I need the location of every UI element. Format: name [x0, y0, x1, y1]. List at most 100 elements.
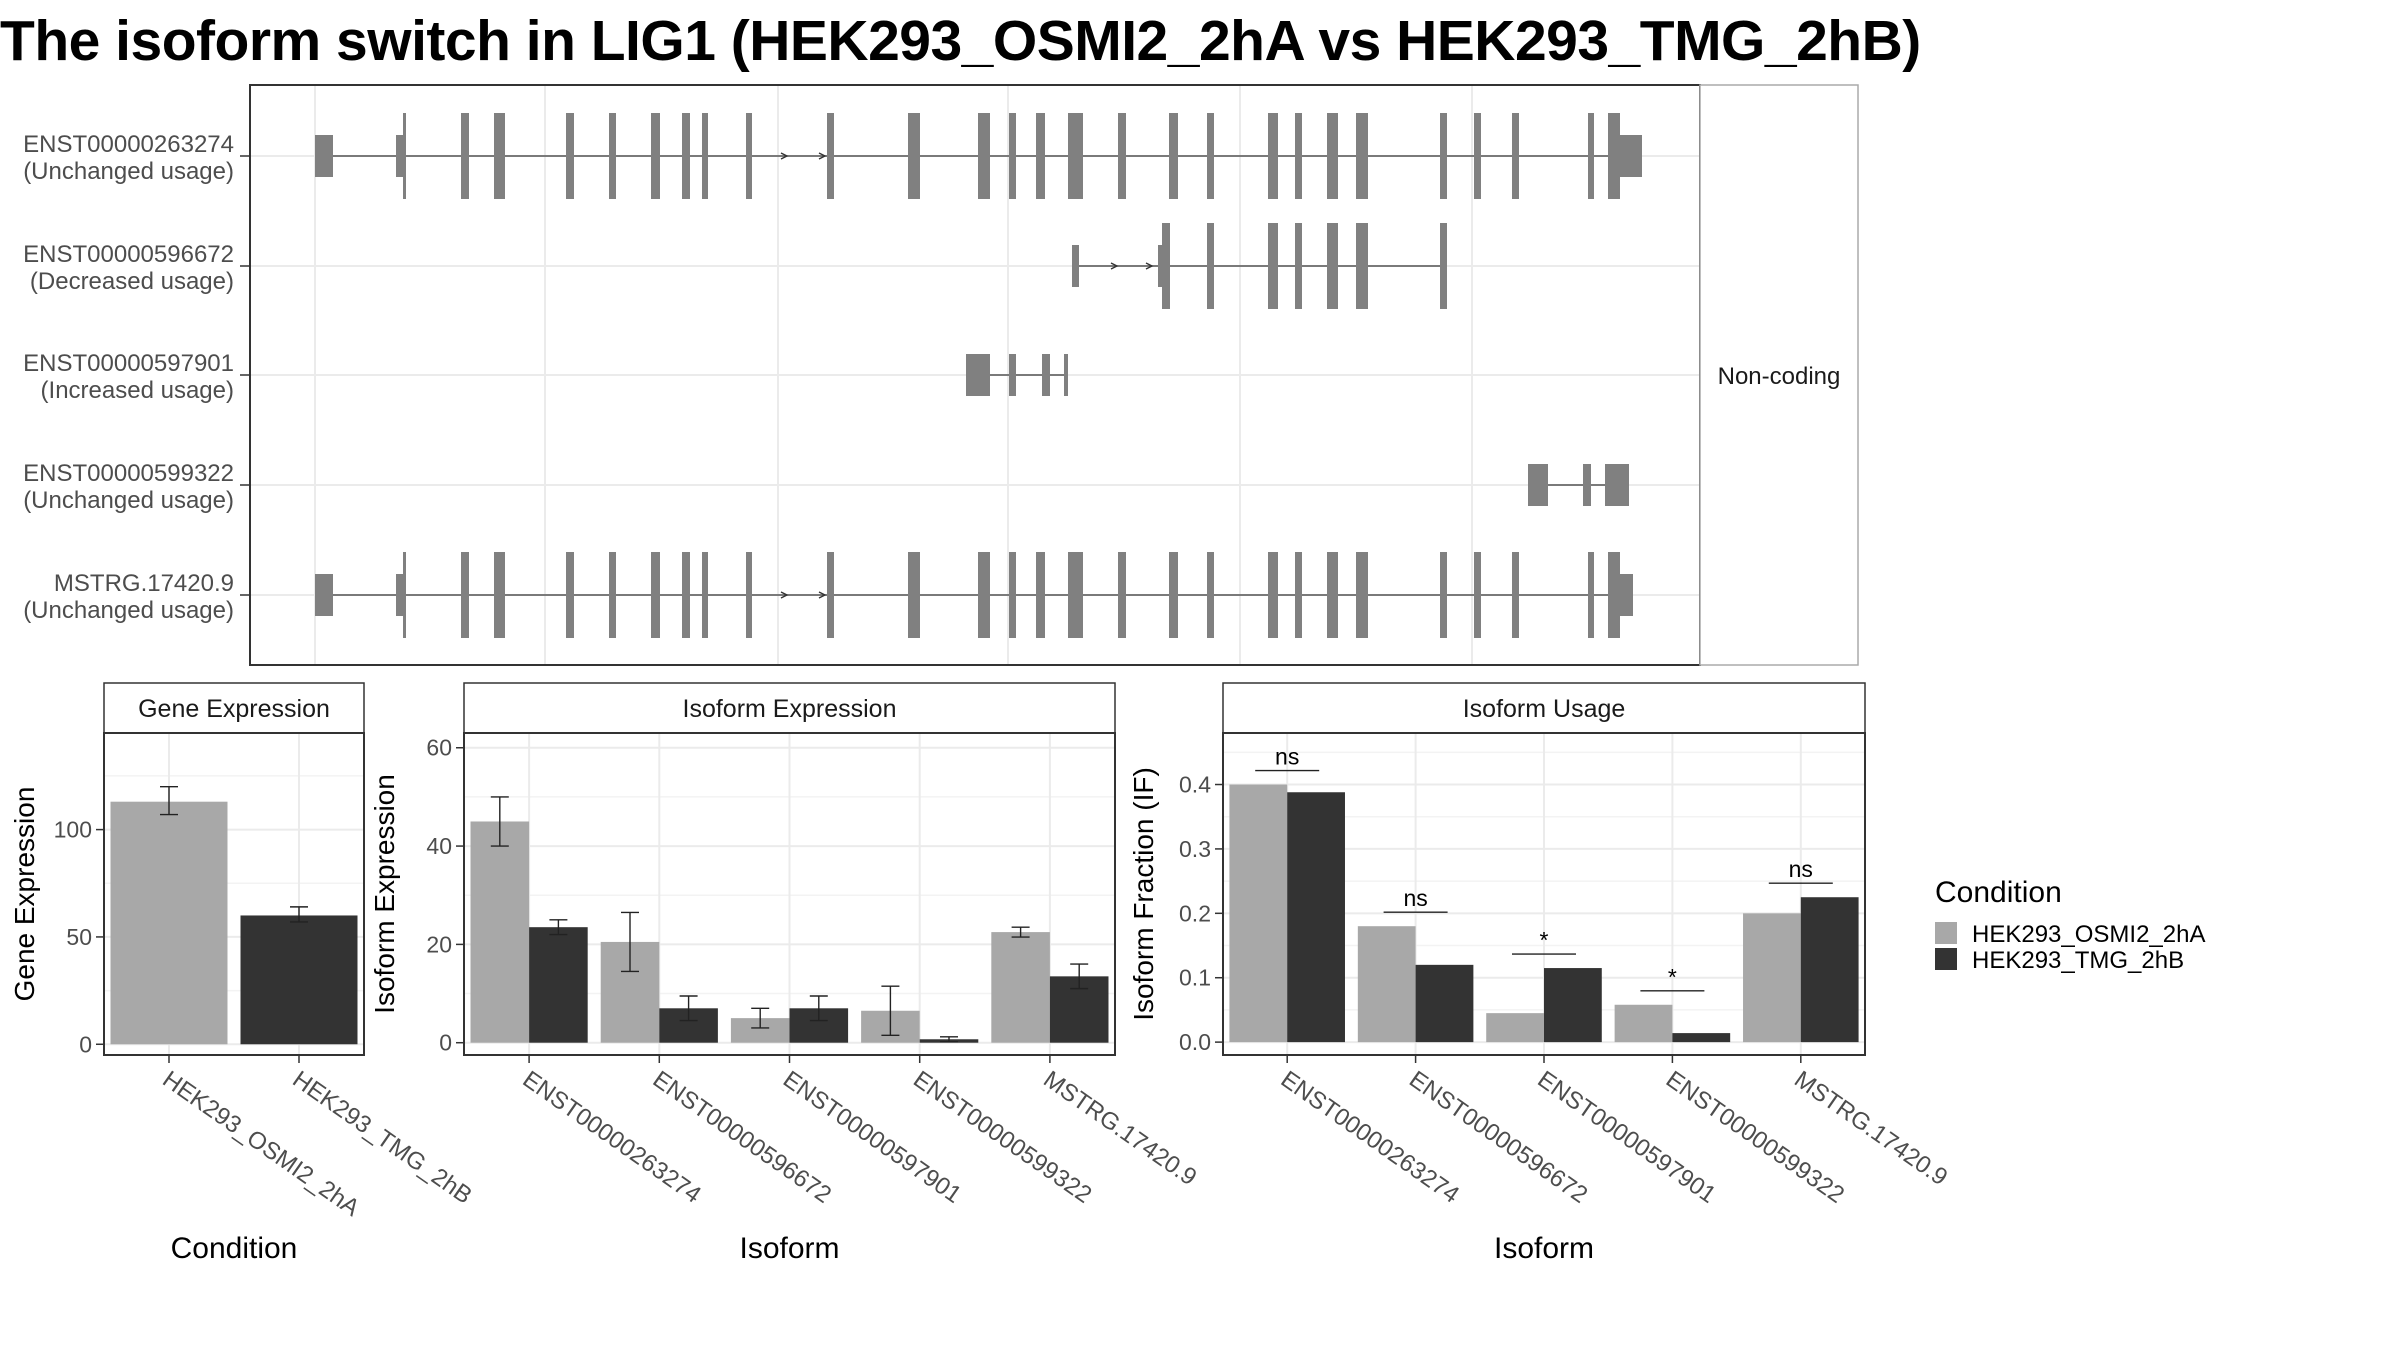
bar [529, 927, 588, 1043]
tx-MSTRG.17420.9-exon [1327, 552, 1338, 638]
tx-ENST00000263274-exon [1295, 113, 1302, 199]
y-tick-label: 0 [439, 1030, 452, 1056]
tx-MSTRG.17420.9-exon [827, 552, 834, 638]
y-tick-label: 60 [426, 735, 452, 761]
tx-MSTRG.17420.9-exon [1268, 552, 1278, 638]
tx-ENST00000263274-cds-start [403, 113, 406, 199]
y-tick-label: 40 [426, 833, 452, 859]
bar [1357, 926, 1416, 1043]
y-tick-label: 100 [54, 817, 92, 843]
tx-ENST00000263274-exon [461, 113, 469, 199]
tx-ENST00000263274-exon [1327, 113, 1338, 199]
panel-strip [1222, 682, 1866, 734]
tx-ENST00000263274-exon [1474, 113, 1481, 199]
bar [1614, 1004, 1673, 1043]
tx-ENST00000263274-exon [1068, 113, 1083, 199]
tx-ENST00000263274-exon [1169, 113, 1178, 199]
tx-ENST00000263274-exon [827, 113, 834, 199]
tx-MSTRG.17420.9-exon [978, 552, 990, 638]
intron-direction-arrow [818, 591, 827, 599]
tx-MSTRG.17420.9-exon [1118, 552, 1126, 638]
tx-MSTRG.17420.9-exon [1608, 552, 1620, 638]
tx-ENST00000263274-exon [651, 113, 660, 199]
bar [470, 821, 530, 1043]
tx-ENST00000263274-exon [315, 135, 333, 177]
transcript-usage-label: (Decreased usage) [30, 268, 234, 295]
bar [991, 932, 1050, 1043]
facet-label-noncoding: Non-coding [1718, 363, 1841, 390]
legend-key-cond2 [1935, 948, 1957, 970]
tx-ENST00000263274-exon [1608, 113, 1620, 199]
intron-direction-arrow [1145, 262, 1154, 270]
y-tick-label: 20 [426, 931, 452, 957]
tx-ENST00000263274-exon [1268, 113, 1278, 199]
tx-ENST00000263274-exon [978, 113, 990, 199]
transcript-usage-label: (Unchanged usage) [23, 597, 234, 624]
tx-ENST00000263274-exon [1118, 113, 1126, 199]
tx-MSTRG.17420.9-exon [651, 552, 660, 638]
bar [1287, 792, 1345, 1043]
intron-direction-arrow [780, 152, 789, 160]
tx-ENST00000263274-exon [1512, 113, 1519, 199]
transcript-id-label: ENST00000263274 [23, 131, 234, 158]
tx-ENST00000596672-exon [1162, 223, 1170, 309]
legend-label-cond1: HEK293_OSMI2_2hA [1972, 921, 2205, 948]
panel-strip-label: Isoform Usage [1463, 695, 1626, 723]
transcript-id-label: ENST00000599322 [23, 460, 234, 487]
tx-MSTRG.17420.9-exon [1295, 552, 1302, 638]
tx-MSTRG.17420.9-exon [1068, 552, 1083, 638]
bar [240, 915, 358, 1045]
tx-MSTRG.17420.9-exon [1440, 552, 1447, 638]
bar [1486, 1013, 1544, 1043]
y-tick-label: 50 [66, 924, 92, 950]
tx-ENST00000263274-exon [1588, 113, 1594, 199]
tx-ENST00000596672-exon [1440, 223, 1447, 309]
tx-ENST00000596672-exon [1295, 223, 1302, 309]
tx-ENST00000597901-exon [966, 354, 990, 396]
transcript-usage-label: (Increased usage) [41, 377, 234, 404]
structure-facet-strip [1699, 84, 1859, 666]
significance-label: ns [1275, 744, 1299, 770]
bar [1415, 964, 1474, 1043]
tx-ENST00000597901-exon [1064, 354, 1068, 396]
bar [110, 801, 228, 1045]
legend-title: Condition [1935, 876, 2062, 909]
tx-ENST00000263274-exon [746, 113, 752, 199]
tx-ENST00000263274-exon [908, 113, 920, 199]
bar [1800, 897, 1859, 1043]
panel-frame [103, 732, 365, 1056]
tx-ENST00000263274-exon [1356, 113, 1368, 199]
tx-ENST00000599322-exon [1605, 464, 1629, 506]
y-tick-label: 0.0 [1179, 1029, 1211, 1055]
tx-ENST00000596672-exon [1207, 223, 1214, 309]
bar [1229, 784, 1288, 1043]
tx-MSTRG.17420.9-exon [1009, 552, 1016, 638]
tx-MSTRG.17420.9-exon [746, 552, 752, 638]
significance-label: ns [1403, 885, 1427, 911]
y-tick-label: 0.2 [1179, 900, 1211, 926]
tx-MSTRG.17420.9-exon [315, 574, 333, 616]
tx-MSTRG.17420.9-exon [682, 552, 690, 638]
panel-strip-label: Isoform Expression [683, 695, 897, 723]
tx-MSTRG.17420.9-exon [1207, 552, 1214, 638]
tx-ENST00000263274-exon [566, 113, 574, 199]
bar [1672, 1033, 1731, 1043]
intron-direction-arrow [780, 591, 789, 599]
panel-frame [463, 732, 1116, 1056]
y-tick-label: 0 [79, 1031, 92, 1057]
transcript-id-label: MSTRG.17420.9 [54, 570, 234, 597]
tx-MSTRG.17420.9-exon [1169, 552, 1178, 638]
x-axis-title: Isoform [739, 1232, 839, 1265]
tx-MSTRG.17420.9-exon [461, 552, 469, 638]
x-axis-title: Isoform [1494, 1232, 1594, 1265]
y-axis-title: Isoform Fraction (IF) [1128, 767, 1159, 1021]
panel-strip-label: Gene Expression [138, 695, 330, 723]
legend-label-cond2: HEK293_TMG_2hB [1972, 947, 2184, 974]
tx-ENST00000599322-exon [1528, 464, 1548, 506]
y-tick-label: 0.1 [1179, 965, 1211, 991]
bar [1743, 913, 1801, 1043]
significance-label: ns [1789, 856, 1813, 882]
tx-MSTRG.17420.9-exon [1512, 552, 1519, 638]
legend-key-cond1 [1935, 922, 1957, 944]
panel-strip [463, 682, 1116, 734]
